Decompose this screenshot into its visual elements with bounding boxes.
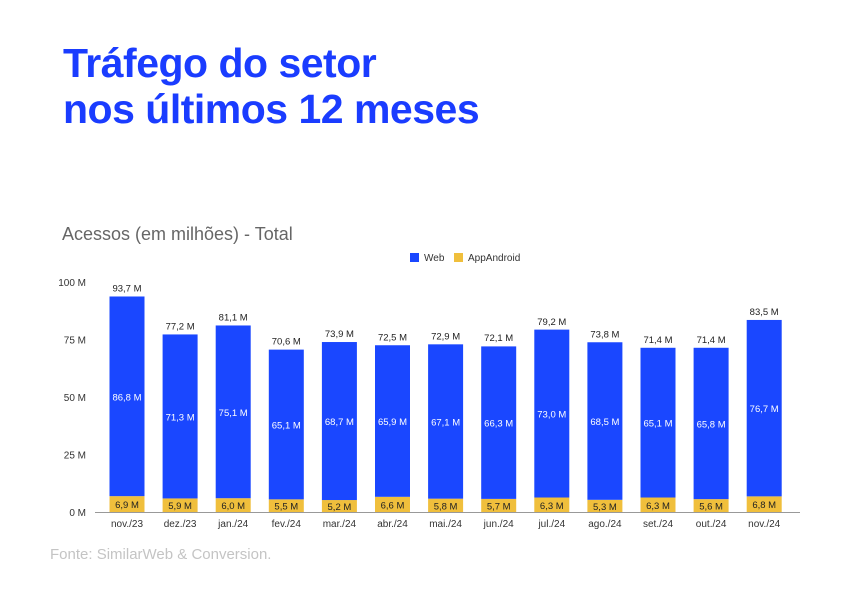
bar-web xyxy=(640,347,676,498)
bar-web xyxy=(321,342,357,501)
x-tick-label: ago./24 xyxy=(588,519,622,530)
data-label-appandroid: 5,8 M xyxy=(434,501,458,512)
data-label-web: 86,8 M xyxy=(112,392,141,403)
data-label-web: 65,1 M xyxy=(272,420,301,431)
x-tick-label: jul./24 xyxy=(537,519,565,530)
x-tick-label: nov./24 xyxy=(748,519,780,530)
data-label-appandroid: 5,2 M xyxy=(328,502,352,513)
bar-appandroid xyxy=(693,499,729,512)
bar-web xyxy=(534,329,570,498)
data-label-web: 65,9 M xyxy=(378,417,407,428)
total-label: 72,5 M xyxy=(378,332,407,343)
total-label: 93,7 M xyxy=(112,283,141,294)
data-label-web: 71,3 M xyxy=(166,412,195,423)
legend-swatch-appandroid xyxy=(454,253,463,262)
data-label-appandroid: 5,3 M xyxy=(593,502,617,513)
total-label: 70,6 M xyxy=(272,337,301,348)
total-label: 72,9 M xyxy=(431,331,460,342)
x-tick-label: mai./24 xyxy=(429,519,462,530)
total-label: 79,2 M xyxy=(537,317,566,328)
bar-appandroid xyxy=(268,499,304,512)
title-line-1: Tráfego do setor xyxy=(63,40,377,86)
y-tick-label: 25 M xyxy=(64,451,86,462)
data-label-appandroid: 6,3 M xyxy=(646,501,670,512)
data-label-appandroid: 6,6 M xyxy=(381,500,405,511)
page-title: Tráfego do setor nos últimos 12 meses xyxy=(63,40,480,132)
y-tick-label: 50 M xyxy=(64,393,86,404)
bar-appandroid xyxy=(321,500,357,512)
x-tick-label: nov./23 xyxy=(111,519,143,530)
x-tick-label: abr./24 xyxy=(377,519,408,530)
data-label-appandroid: 6,3 M xyxy=(540,501,564,512)
bar-web xyxy=(109,296,145,497)
bar-appandroid xyxy=(428,498,464,512)
x-tick-label: out./24 xyxy=(696,519,727,530)
x-tick-label: jun./24 xyxy=(483,519,514,530)
x-tick-label: dez./23 xyxy=(164,519,197,530)
y-tick-label: 75 M xyxy=(64,336,86,347)
data-label-web: 76,7 M xyxy=(750,404,779,415)
y-tick-label: 100 M xyxy=(58,278,86,289)
data-label-appandroid: 5,6 M xyxy=(699,502,723,513)
bar-appandroid xyxy=(215,498,251,512)
data-label-web: 66,3 M xyxy=(484,419,513,430)
total-label: 71,4 M xyxy=(643,335,672,346)
bar-appandroid xyxy=(109,496,145,512)
bar-appandroid xyxy=(640,497,676,512)
bar-web xyxy=(375,345,410,497)
data-label-web: 68,7 M xyxy=(325,417,354,428)
data-label-appandroid: 5,9 M xyxy=(168,501,192,512)
total-label: 71,4 M xyxy=(697,335,726,346)
bar-web xyxy=(428,344,464,499)
data-label-appandroid: 5,7 M xyxy=(487,501,511,512)
total-label: 81,1 M xyxy=(219,312,248,323)
data-label-appandroid: 6,9 M xyxy=(115,500,139,511)
bar-appandroid xyxy=(587,499,623,512)
bar-web xyxy=(162,334,198,499)
data-label-web: 73,0 M xyxy=(537,410,566,421)
x-tick-label: set./24 xyxy=(643,519,673,530)
data-label-appandroid: 6,8 M xyxy=(752,500,776,511)
bar-appandroid xyxy=(375,496,410,512)
x-tick-label: fev./24 xyxy=(272,519,302,530)
title-line-2: nos últimos 12 meses xyxy=(63,86,480,132)
chart-title: Acessos (em milhões) - Total xyxy=(62,224,293,244)
bar-appandroid xyxy=(534,497,570,512)
bar-appandroid xyxy=(481,498,517,512)
legend-swatch-web xyxy=(410,253,419,262)
total-label: 73,8 M xyxy=(590,329,619,340)
data-label-web: 65,8 M xyxy=(697,419,726,430)
bar-web xyxy=(481,346,517,499)
data-label-appandroid: 6,0 M xyxy=(221,501,245,512)
total-label: 73,9 M xyxy=(325,329,354,340)
data-label-web: 67,1 M xyxy=(431,417,460,428)
data-label-web: 75,1 M xyxy=(219,408,248,419)
y-tick-label: 0 M xyxy=(69,508,86,519)
total-label: 72,1 M xyxy=(484,333,513,344)
bar-web xyxy=(693,347,729,500)
x-tick-label: jan./24 xyxy=(217,519,248,530)
source-note: Fonte: SimilarWeb & Conversion. xyxy=(50,546,272,563)
data-label-web: 65,1 M xyxy=(643,419,672,430)
bar-appandroid xyxy=(746,496,782,512)
x-tick-label: mar./24 xyxy=(323,519,357,530)
bar-web xyxy=(268,349,304,500)
legend-label-web: Web xyxy=(424,253,445,264)
bar-web xyxy=(215,325,251,499)
legend-label-appandroid: AppAndroid xyxy=(468,253,520,264)
bar-web xyxy=(587,342,623,500)
data-label-web: 68,5 M xyxy=(590,417,619,428)
total-label: 77,2 M xyxy=(166,321,195,332)
bar-web xyxy=(746,319,782,497)
bar-appandroid xyxy=(162,498,198,512)
data-label-appandroid: 5,5 M xyxy=(274,502,298,513)
total-label: 83,5 M xyxy=(750,307,779,318)
